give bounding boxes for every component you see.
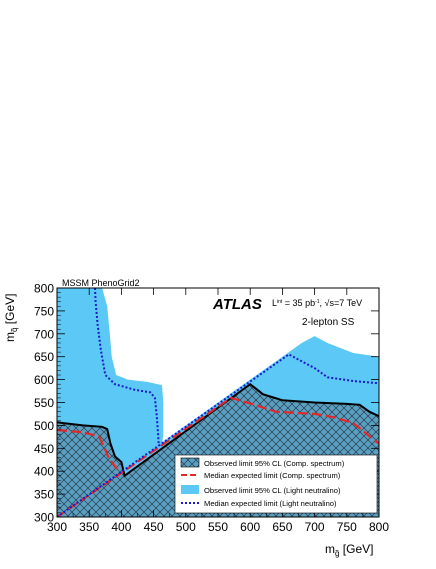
x-tick-label: 800 bbox=[369, 520, 389, 534]
x-tick-label: 700 bbox=[305, 520, 325, 534]
x-tick-label: 550 bbox=[208, 520, 228, 534]
y-tick-label: 700 bbox=[34, 327, 54, 341]
x-tick-label: 600 bbox=[240, 520, 260, 534]
y-axis-ticks: 300 350 400 450 500 550 600 650 700 750 800 bbox=[34, 282, 379, 525]
y-tick-label: 300 bbox=[34, 511, 54, 525]
y-tick-label: 550 bbox=[34, 396, 54, 410]
x-axis-ticks: 300 350 400 450 500 550 600 650 700 750 800 bbox=[47, 288, 389, 534]
y-tick-label: 650 bbox=[34, 350, 54, 364]
legend-box bbox=[174, 454, 378, 514]
y-tick-label: 800 bbox=[34, 282, 54, 296]
light-neutralino-median-line-right bbox=[57, 353, 379, 517]
x-tick-label: 500 bbox=[176, 520, 196, 534]
comp-spectrum-median-line-diag bbox=[57, 396, 379, 517]
lumi-label: Lint = 35 pb-1, √s=7 TeV bbox=[272, 298, 362, 308]
legend: Observed limit 95% CL (Comp. spectrum) M… bbox=[174, 454, 378, 514]
y-tick-label: 500 bbox=[34, 419, 54, 433]
y-tick-label: 750 bbox=[34, 304, 54, 318]
x-tick-label: 300 bbox=[47, 520, 67, 534]
x-tick-label: 650 bbox=[272, 520, 292, 534]
atlas-label: ATLAS bbox=[212, 296, 262, 313]
light-neutralino-median-line-left bbox=[94, 288, 160, 447]
legend-swatch-fill bbox=[181, 485, 199, 494]
y-tick-label: 450 bbox=[34, 442, 54, 456]
comp-spectrum-median-line-low bbox=[57, 428, 120, 472]
comp-spectrum-observed-line bbox=[57, 382, 379, 478]
channel-label: 2-lepton SS bbox=[302, 317, 355, 328]
x-tick-label: 400 bbox=[111, 520, 131, 534]
x-tick-label: 450 bbox=[144, 520, 164, 534]
x-tick-label: 350 bbox=[79, 520, 99, 534]
legend-entry-4: Median expected limit (Light neutralino) bbox=[204, 499, 337, 508]
y-tick-label: 350 bbox=[34, 488, 54, 502]
y-tick-label: 400 bbox=[34, 465, 54, 479]
phenogrid-label: MSSM PhenoGrid2 bbox=[62, 278, 140, 288]
x-tick-label: 750 bbox=[337, 520, 357, 534]
legend-entry-3: Observed limit 95% CL (Light neutralino) bbox=[204, 486, 341, 495]
y-tick-label: 600 bbox=[34, 373, 54, 387]
legend-swatch-hatch bbox=[180, 457, 200, 468]
x-axis-label: mg̃ [GeV] bbox=[325, 542, 373, 558]
y-axis-label: mq̃ [GeV] bbox=[3, 294, 19, 342]
legend-entry-2: Median expected limit (Comp. spectrum) bbox=[204, 471, 341, 480]
legend-entry-1: Observed limit 95% CL (Comp. spectrum) bbox=[204, 459, 345, 468]
